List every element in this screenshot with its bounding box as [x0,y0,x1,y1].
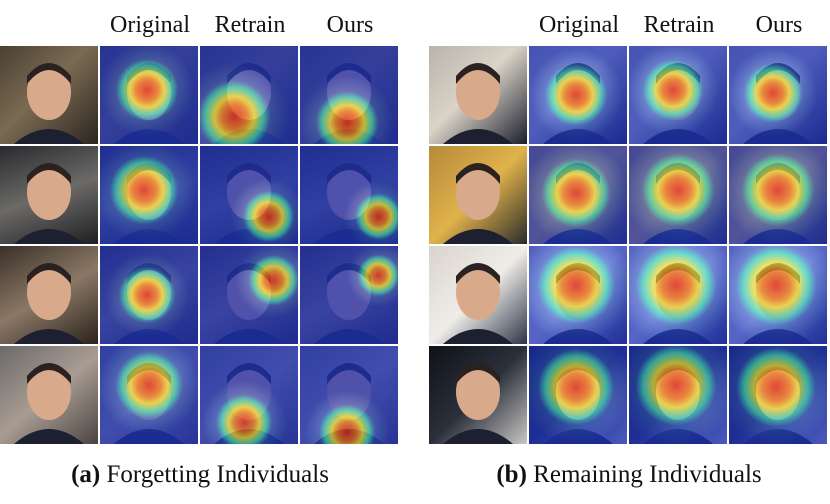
forgetting-heatmap [100,46,198,144]
column-header-ours: Ours [755,12,803,38]
remaining-photo [429,246,527,344]
caption-text: Remaining Individuals [533,461,762,488]
remaining-heatmap [629,146,727,244]
forgetting-heatmap [100,346,198,444]
forgetting-heatmap [100,246,198,344]
remaining-heatmap [629,246,727,344]
column-header-original: Original [539,12,619,38]
forgetting-heatmap [100,146,198,244]
caption-tag: (b) [496,461,527,488]
remaining-heatmap [529,46,627,144]
forgetting-photo [0,246,98,344]
remaining-heatmap [729,46,827,144]
column-header-original: Original [110,12,190,38]
remaining-heatmap [629,346,727,444]
remaining-heatmap [729,346,827,444]
remaining-photo [429,146,527,244]
remaining-heatmap [529,246,627,344]
remaining-photo [429,346,527,444]
column-header-retrain: Retrain [214,12,286,38]
caption-remaining: (b) Remaining Individuals [428,458,830,492]
forgetting-photo [0,46,98,144]
forgetting-heatmap [300,146,398,244]
forgetting-heatmap [200,346,298,444]
forgetting-heatmap [300,246,398,344]
forgetting-photo [0,146,98,244]
remaining-heatmap [729,246,827,344]
column-header-retrain: Retrain [643,12,715,38]
forgetting-heatmap [200,46,298,144]
remaining-heatmap [629,46,727,144]
forgetting-photo [0,346,98,444]
forgetting-heatmap [200,246,298,344]
remaining-heatmap [729,146,827,244]
forgetting-heatmap [300,46,398,144]
caption-tag: (a) [71,461,101,488]
remaining-heatmap [529,346,627,444]
caption-text: Forgetting Individuals [106,461,329,488]
column-header-ours: Ours [326,12,374,38]
remaining-heatmap [529,146,627,244]
remaining-photo [429,46,527,144]
caption-forgetting: (a) Forgetting Individuals [0,458,400,492]
forgetting-heatmap [200,146,298,244]
forgetting-heatmap [300,346,398,444]
